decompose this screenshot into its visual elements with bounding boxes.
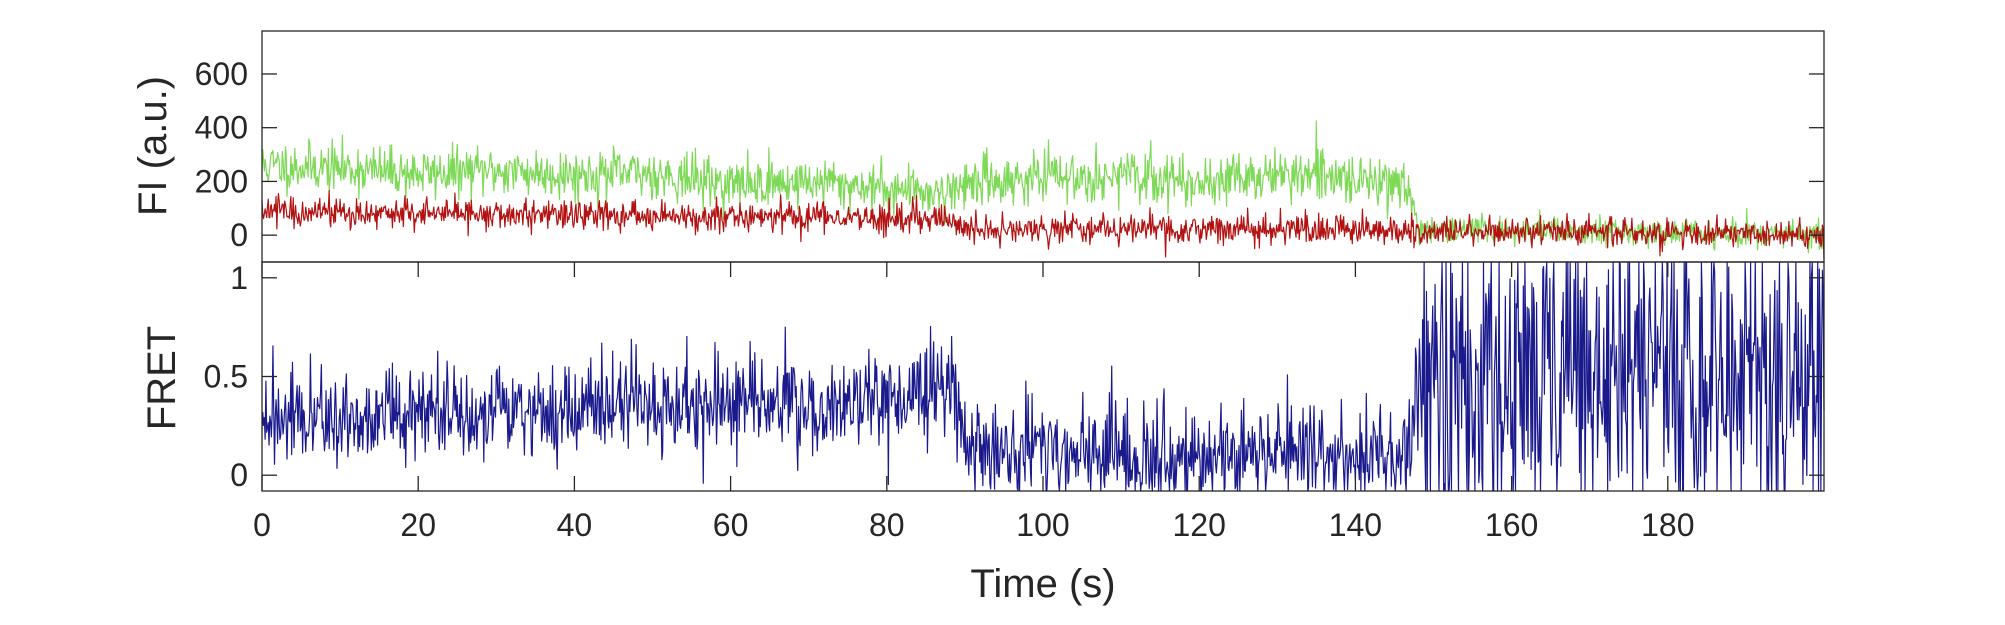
time-x-axis-label: Time (s) xyxy=(970,562,1115,606)
donor-trace xyxy=(261,120,1825,254)
intensity-panel: 0 200 400 600 FI (a.u.) xyxy=(131,30,1825,263)
intensity-y-ticks: 0 200 400 600 xyxy=(195,56,1824,253)
intensity-y-tick-label: 600 xyxy=(195,56,248,92)
time-x-tick-label: 0 xyxy=(253,507,271,543)
fret-traces xyxy=(261,261,1825,492)
time-x-tick-label: 40 xyxy=(557,507,593,543)
intensity-traces xyxy=(261,120,1825,260)
intensity-y-tick-label: 200 xyxy=(195,163,248,199)
fret-y-tick-label: 1 xyxy=(230,260,248,296)
time-x-tick-label: 120 xyxy=(1173,507,1226,543)
fret-y-tick-label: 0 xyxy=(230,457,248,493)
intensity-y-tick-label: 0 xyxy=(230,217,248,253)
time-x-tick-label: 180 xyxy=(1641,507,1694,543)
time-x-tick-label: 160 xyxy=(1485,507,1538,543)
fret-y-axis-label: FRET xyxy=(140,326,184,430)
fret-trace xyxy=(261,261,1825,492)
time-x-tick-label: 60 xyxy=(713,507,749,543)
fret-panel: 0 0.5 1 0 20 40 60 80 100 120 140 160 180 FRET Time … xyxy=(140,260,1825,606)
acceptor-trace xyxy=(261,189,1825,260)
fret-axis-ticks: 0 0.5 1 0 20 40 60 80 100 120 140 160 180 xyxy=(204,260,1824,543)
intensity-y-axis-label: FI (a.u.) xyxy=(131,76,175,216)
time-x-tick-label: 140 xyxy=(1329,507,1382,543)
time-x-tick-label: 80 xyxy=(869,507,905,543)
fret-y-tick-label: 0.5 xyxy=(204,359,248,395)
intensity-y-tick-label: 400 xyxy=(195,110,248,146)
time-x-tick-label: 100 xyxy=(1016,507,1069,543)
time-x-tick-label: 20 xyxy=(400,507,436,543)
